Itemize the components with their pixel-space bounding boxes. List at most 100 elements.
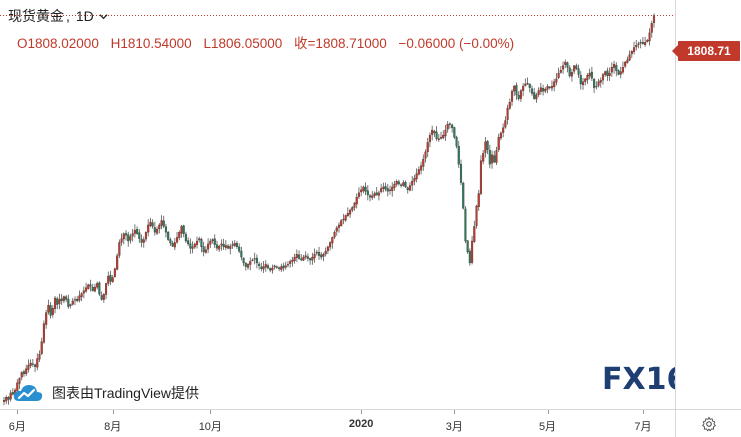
candle-body [426,142,429,152]
candle-body [615,65,618,71]
candle-body [93,286,97,292]
candle-body [31,363,34,365]
candle-body [9,392,12,400]
candle-body [606,70,609,77]
candle-body [386,188,389,192]
symbol-title[interactable]: 现货黄金, 1D [8,7,108,25]
candle-body [464,208,467,242]
candle-body [235,243,238,248]
candle-body [528,83,531,88]
candle-body [342,218,345,221]
candle-body [127,234,130,242]
candle-body [118,242,121,256]
chevron-down-icon[interactable] [99,12,108,21]
candle-body [499,132,502,139]
time-axis[interactable]: 6月 8月 10月 2020 3月 5月 7月 [0,409,675,437]
candle-body [384,186,387,190]
candle-body [129,236,132,241]
candle-body [632,47,636,52]
candle-body [564,61,567,65]
chart-area[interactable]: 现货黄金, 1D O1808.02000 H1810.54000 L1806.0… [0,0,708,409]
x-tick-label: 10月 [198,421,222,433]
candle-body [100,295,103,300]
candle-body [400,184,403,186]
candle-body [311,256,314,261]
candle-body [652,15,656,23]
candle-body [435,131,438,139]
candle-body [147,224,150,233]
logo-fx-text: FX16 [602,362,688,397]
x-tick-mark [210,410,212,414]
candle-body [526,83,529,85]
candlestick-plot[interactable] [0,0,675,409]
candle-body [364,186,367,192]
candle-body [506,107,509,120]
candle-body [85,287,88,292]
candle-body [624,61,627,67]
candle-body [599,80,602,83]
candle-body [160,220,163,226]
credit-text: 图表由TradingView提供 [52,385,200,401]
candle-body [27,365,30,370]
candle-body [120,238,123,243]
candle-body [249,261,252,265]
candle-body [62,296,65,301]
candle-body [195,240,199,245]
candle-body [340,220,343,226]
candle-body [198,238,201,241]
candle-body [89,284,92,287]
candle-body [302,256,305,261]
candle-body [590,71,593,79]
candle-body [222,243,225,248]
candle-body [262,266,265,270]
candle-body [220,243,223,246]
candle-body [40,341,43,354]
candle-body [309,258,312,261]
candle-body [98,282,101,295]
last-price-tag: 1808.71 [672,40,740,61]
price-axis[interactable]: 1808.71 [672,0,741,409]
candle-body [495,150,498,163]
candle-body [38,354,41,360]
tradingview-credit[interactable]: 图表由TradingView提供 [12,382,199,404]
candle-body [215,244,219,249]
candle-body [397,181,400,185]
candle-body [593,78,596,88]
candle-body [91,286,94,291]
candle-body [153,227,156,233]
candle-body [355,197,358,205]
candle-body [621,67,624,73]
candle-body [42,323,45,343]
candle-body [344,215,347,221]
candle-body [298,254,301,259]
candle-body [579,75,582,85]
candle-body [411,180,414,186]
candle-body [158,224,161,230]
candle-body [391,186,394,192]
candle-body [608,72,611,76]
candle-body [258,263,261,266]
ohlc-legend: O1808.02000 H1810.54000 L1806.05000 收=18… [17,32,522,52]
settings-button[interactable] [675,409,741,437]
x-tick-label: 2020 [348,418,374,430]
candle-body [628,54,631,61]
tradingview-cloud-icon[interactable] [12,382,44,404]
candle-body [360,189,363,193]
candle-body [650,23,653,33]
candle-body [282,265,285,269]
candle-body [408,185,412,191]
x-tick-label: 5月 [538,421,557,433]
candle-body [351,207,354,211]
candle-body [113,268,116,277]
candle-body [87,284,90,289]
candle-body [65,296,68,300]
candle-body [584,78,587,82]
candle-body [479,160,483,194]
candle-body [446,124,449,130]
candle-body [204,249,207,253]
x-tick-mark [112,410,114,414]
candle-body [326,246,329,252]
candle-body [187,240,190,245]
x-tick-mark [17,410,19,414]
candle-body [238,246,241,252]
